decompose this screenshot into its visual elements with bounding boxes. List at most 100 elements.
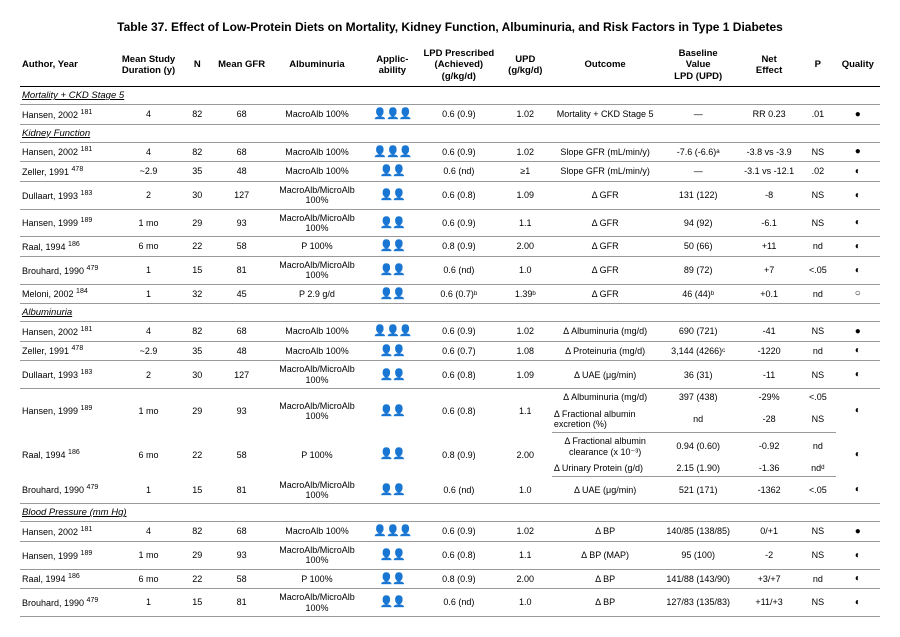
- cell: -1220: [738, 341, 800, 361]
- cell: 1.02: [499, 105, 552, 125]
- cell: MacroAlb/MicroAlb 100%: [268, 541, 366, 569]
- cell: ◐: [836, 389, 880, 433]
- cell: Δ GFR: [552, 256, 658, 284]
- cell: 0.6 (0.7)ᵇ: [419, 284, 499, 304]
- cell: 👤👤: [366, 162, 419, 182]
- cell: Δ GFR: [552, 237, 658, 257]
- cell: -3.1 vs -12.1: [738, 162, 800, 182]
- cell: 0.6 (0.8): [419, 181, 499, 209]
- cell: MacroAlb 100%: [268, 162, 366, 182]
- cell: NS: [800, 322, 835, 342]
- cell: 29: [180, 541, 215, 569]
- cell: 4: [118, 142, 180, 162]
- cell: 3,144 (4266)ᶜ: [658, 341, 738, 361]
- cell: 0.8 (0.9): [419, 237, 499, 257]
- table-row: Dullaart, 1993 183230127MacroAlb/MicroAl…: [20, 361, 880, 389]
- cell: MacroAlb/MicroAlb 100%: [268, 477, 366, 504]
- cell: Zeller, 1991 478: [20, 162, 118, 182]
- cell: ●: [836, 105, 880, 125]
- cell: 22: [180, 569, 215, 589]
- cell: 1.1: [499, 541, 552, 569]
- cell: Zeller, 1991 478: [20, 341, 118, 361]
- cell: P 100%: [268, 569, 366, 589]
- cell: MacroAlb 100%: [268, 322, 366, 342]
- table-row: Raal, 1994 1866 mo2258P 100%👤👤0.8 (0.9)2…: [20, 569, 880, 589]
- cell: -3.8 vs -3.9: [738, 142, 800, 162]
- cell: 22: [180, 433, 215, 477]
- cell: NS: [800, 541, 835, 569]
- cell: 58: [215, 237, 268, 257]
- cell: 82: [180, 522, 215, 542]
- table-row: Hansen, 2002 18148268MacroAlb 100%👤👤👤0.6…: [20, 522, 880, 542]
- cell: -1362: [738, 477, 800, 504]
- cell: NS: [800, 406, 835, 433]
- cell: 1.02: [499, 322, 552, 342]
- cell: -1.36: [738, 460, 800, 477]
- cell: ◐: [836, 237, 880, 257]
- cell: 131 (122): [658, 181, 738, 209]
- cell: Δ Fractional albumin clearance (x 10⁻³): [552, 433, 658, 460]
- cell: 👤👤👤: [366, 142, 419, 162]
- cell: 127: [215, 361, 268, 389]
- cell: Hansen, 1999 189: [20, 209, 118, 237]
- table-row: Hansen, 1999 1891 mo2993MacroAlb/MicroAl…: [20, 209, 880, 237]
- cell: —: [658, 105, 738, 125]
- col-header: NetEffect: [738, 44, 800, 87]
- cell: 0.6 (0.9): [419, 209, 499, 237]
- cell: 2.00: [499, 237, 552, 257]
- cell: MacroAlb 100%: [268, 341, 366, 361]
- cell: Δ Urinary Protein (g/d): [552, 460, 658, 477]
- cell: 👤👤: [366, 589, 419, 617]
- cell: NS: [800, 142, 835, 162]
- cell: 1: [118, 256, 180, 284]
- cell: Brouhard, 1990 479: [20, 589, 118, 617]
- cell: 👤👤: [366, 361, 419, 389]
- cell: MacroAlb/MicroAlb 100%: [268, 209, 366, 237]
- cell: ndᵈ: [800, 460, 835, 477]
- table-row: Brouhard, 1990 47911581MacroAlb/MicroAlb…: [20, 477, 880, 504]
- cell: 1.0: [499, 589, 552, 617]
- cell: +3/+7: [738, 569, 800, 589]
- data-table: Author, YearMean StudyDuration (y)NMean …: [20, 44, 880, 617]
- cell: 6 mo: [118, 433, 180, 477]
- cell: 0.6 (0.8): [419, 541, 499, 569]
- header-row: Author, YearMean StudyDuration (y)NMean …: [20, 44, 880, 87]
- cell: 93: [215, 389, 268, 433]
- cell: 0.6 (nd): [419, 256, 499, 284]
- cell: 68: [215, 142, 268, 162]
- cell: MacroAlb/MicroAlb 100%: [268, 181, 366, 209]
- cell: 15: [180, 477, 215, 504]
- section-header: Albuminuria: [20, 304, 880, 322]
- cell: Δ Proteinuria (mg/d): [552, 341, 658, 361]
- cell: 58: [215, 433, 268, 477]
- cell: Δ GFR: [552, 284, 658, 304]
- cell: 521 (171): [658, 477, 738, 504]
- table-row: Dullaart, 1993 183230127MacroAlb/MicroAl…: [20, 181, 880, 209]
- cell: 6 mo: [118, 569, 180, 589]
- cell: Δ Albuminuria (mg/d): [552, 322, 658, 342]
- cell: 140/85 (138/85): [658, 522, 738, 542]
- cell: 1.09: [499, 361, 552, 389]
- cell: ◐: [836, 361, 880, 389]
- cell: 0.6 (0.7): [419, 341, 499, 361]
- col-header: P: [800, 44, 835, 87]
- cell: ◐: [836, 341, 880, 361]
- cell: 0.6 (0.9): [419, 522, 499, 542]
- cell: ◐: [836, 162, 880, 182]
- cell: <.05: [800, 477, 835, 504]
- cell: 👤👤: [366, 389, 419, 433]
- cell: MacroAlb/MicroAlb 100%: [268, 361, 366, 389]
- cell: -2: [738, 541, 800, 569]
- table-row: Meloni, 2002 18413245P 2.9 g/d👤👤0.6 (0.7…: [20, 284, 880, 304]
- cell: 68: [215, 322, 268, 342]
- cell: Slope GFR (mL/min/y): [552, 162, 658, 182]
- cell: .02: [800, 162, 835, 182]
- cell: 81: [215, 477, 268, 504]
- cell: 93: [215, 209, 268, 237]
- cell: 82: [180, 105, 215, 125]
- cell: +7: [738, 256, 800, 284]
- cell: MacroAlb/MicroAlb 100%: [268, 589, 366, 617]
- cell: ~2.9: [118, 341, 180, 361]
- cell: <.05: [800, 389, 835, 406]
- cell: ●: [836, 142, 880, 162]
